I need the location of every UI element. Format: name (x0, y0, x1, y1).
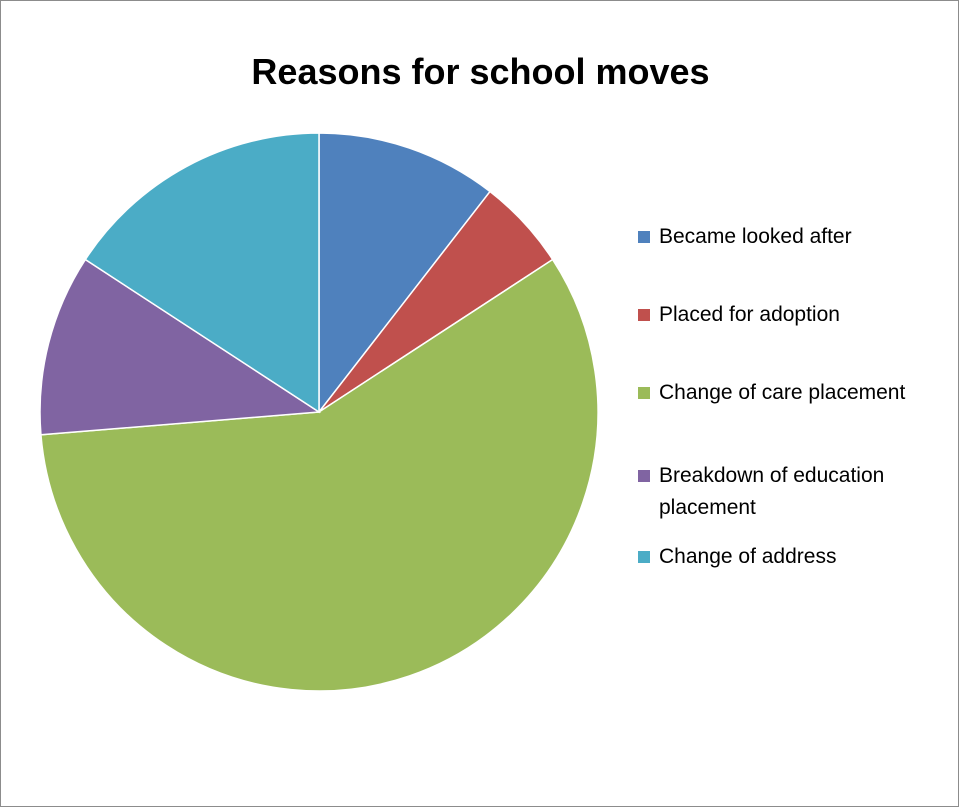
pie-slice-change-of-address (84, 132, 320, 414)
legend-swatch (638, 551, 650, 563)
legend-item-breakdown-of-education-placement: Breakdown of education placement (638, 460, 949, 524)
legend-item-placed-for-adoption: Placed for adoption (638, 299, 949, 331)
legend-label: Became looked after (659, 225, 852, 248)
legend-swatch (638, 231, 650, 243)
pie-slice-breakdown-of-education-placement (39, 258, 322, 436)
legend-label: Breakdown of education placement (659, 464, 885, 519)
pie-slice-change-of-care-placement (40, 258, 599, 692)
legend-swatch (638, 309, 650, 321)
pie-slice-became-looked-after (318, 132, 492, 415)
legend-label: Change of address (659, 545, 837, 568)
chart-title: Reasons for school moves (251, 51, 710, 92)
legend-label: Placed for adoption (659, 303, 840, 326)
legend-swatch (638, 470, 650, 482)
legend-item-became-looked-after: Became looked after (638, 221, 949, 253)
legend-swatch (638, 387, 650, 399)
legend-label: Change of care placement (659, 381, 906, 404)
legend-item-change-of-care-placement: Change of care placement (638, 377, 949, 409)
legend-item-change-of-address: Change of address (638, 541, 949, 573)
